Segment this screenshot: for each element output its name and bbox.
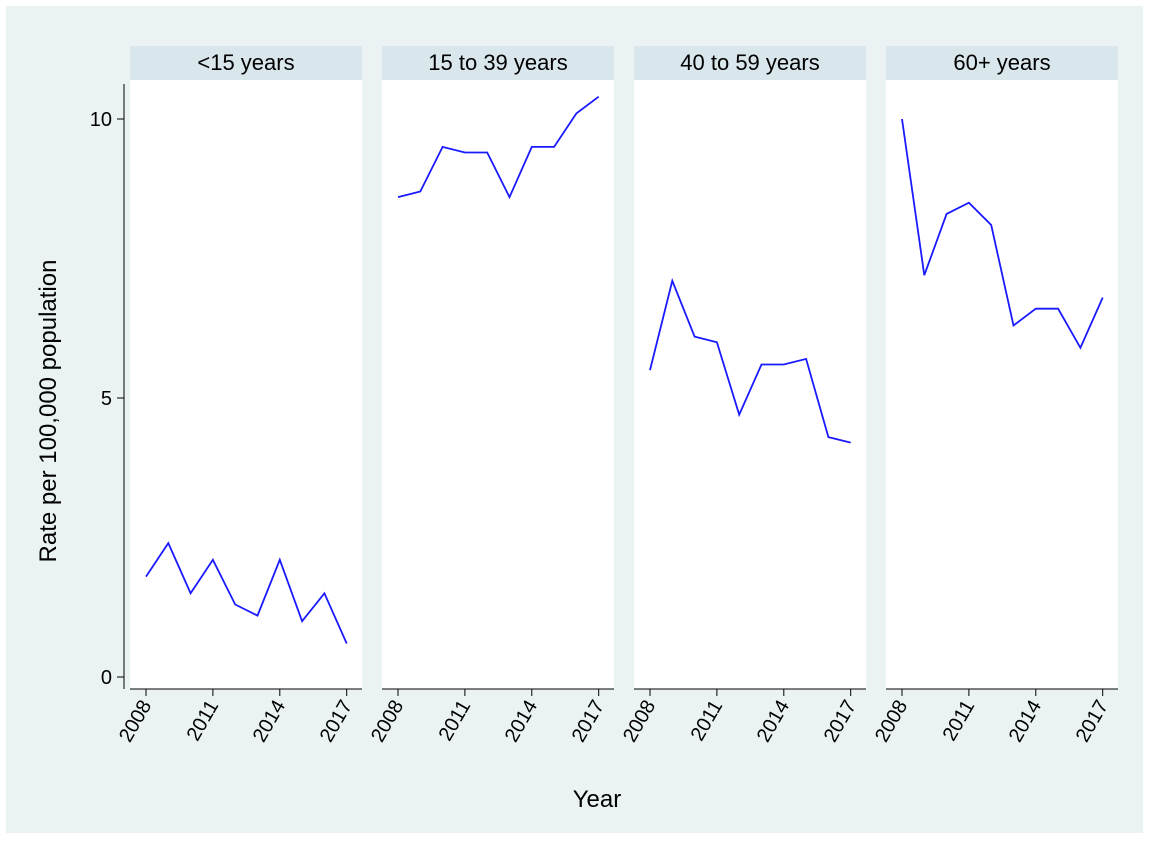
y-tick-label: 0 <box>101 667 112 689</box>
data-point <box>166 541 170 545</box>
panel-plot-area <box>382 80 614 689</box>
data-point <box>530 145 534 149</box>
y-tick-label: 10 <box>90 109 112 131</box>
data-point <box>552 145 556 149</box>
panel-strip <box>382 46 614 80</box>
data-point <box>922 273 926 277</box>
panel-title: <15 years <box>197 50 294 75</box>
data-point <box>1012 323 1016 327</box>
data-point <box>782 363 786 367</box>
series-line <box>397 95 600 200</box>
data-point <box>693 335 697 339</box>
data-point <box>233 602 237 606</box>
data-point <box>597 95 601 99</box>
data-point <box>211 558 215 562</box>
data-point <box>737 413 741 417</box>
data-point <box>574 111 578 115</box>
data-point <box>989 223 993 227</box>
x-axis-title: Year <box>573 786 622 813</box>
data-point <box>1101 296 1105 300</box>
panel-title: 15 to 39 years <box>428 50 567 75</box>
data-point <box>945 212 949 216</box>
data-point <box>322 591 326 595</box>
panel-plot-area <box>130 80 362 689</box>
y-axis-title: Rate per 100,000 population <box>35 260 62 563</box>
data-point <box>463 150 467 154</box>
data-point <box>715 340 719 344</box>
data-point <box>345 642 349 646</box>
panel-strip <box>886 46 1118 80</box>
series-line <box>901 118 1104 350</box>
data-point <box>804 357 808 361</box>
panel-title: 40 to 59 years <box>680 50 819 75</box>
panel-strip <box>130 46 362 80</box>
data-point <box>508 195 512 199</box>
panel-strip <box>634 46 866 80</box>
data-point <box>189 591 193 595</box>
data-point <box>418 190 422 194</box>
data-point <box>967 201 971 205</box>
data-point <box>256 614 260 618</box>
data-point <box>900 117 904 121</box>
data-point <box>826 435 830 439</box>
data-point <box>278 558 282 562</box>
data-point <box>300 619 304 623</box>
panel-plot-area <box>886 80 1118 689</box>
data-point <box>1078 346 1082 350</box>
panel-plot-area <box>634 80 866 689</box>
data-point <box>485 150 489 154</box>
data-point <box>760 363 764 367</box>
series-line <box>145 541 348 644</box>
data-point <box>648 368 652 372</box>
data-point <box>1034 307 1038 311</box>
data-point <box>670 279 674 283</box>
data-point <box>441 145 445 149</box>
data-point <box>1056 307 1060 311</box>
data-point <box>849 441 853 445</box>
y-tick-label: 5 <box>101 388 112 410</box>
data-point <box>144 575 148 579</box>
series-line <box>649 277 851 444</box>
panel-title: 60+ years <box>953 50 1050 75</box>
data-point <box>396 195 400 199</box>
